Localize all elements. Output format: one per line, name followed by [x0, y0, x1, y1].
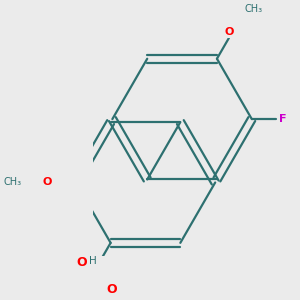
Text: O: O	[42, 178, 52, 188]
Text: O: O	[76, 256, 87, 269]
Text: F: F	[279, 114, 286, 124]
Text: O: O	[224, 27, 234, 37]
Text: H: H	[89, 256, 97, 266]
Text: CH₃: CH₃	[3, 178, 21, 188]
Text: CH₃: CH₃	[244, 4, 262, 14]
Text: O: O	[106, 283, 117, 296]
